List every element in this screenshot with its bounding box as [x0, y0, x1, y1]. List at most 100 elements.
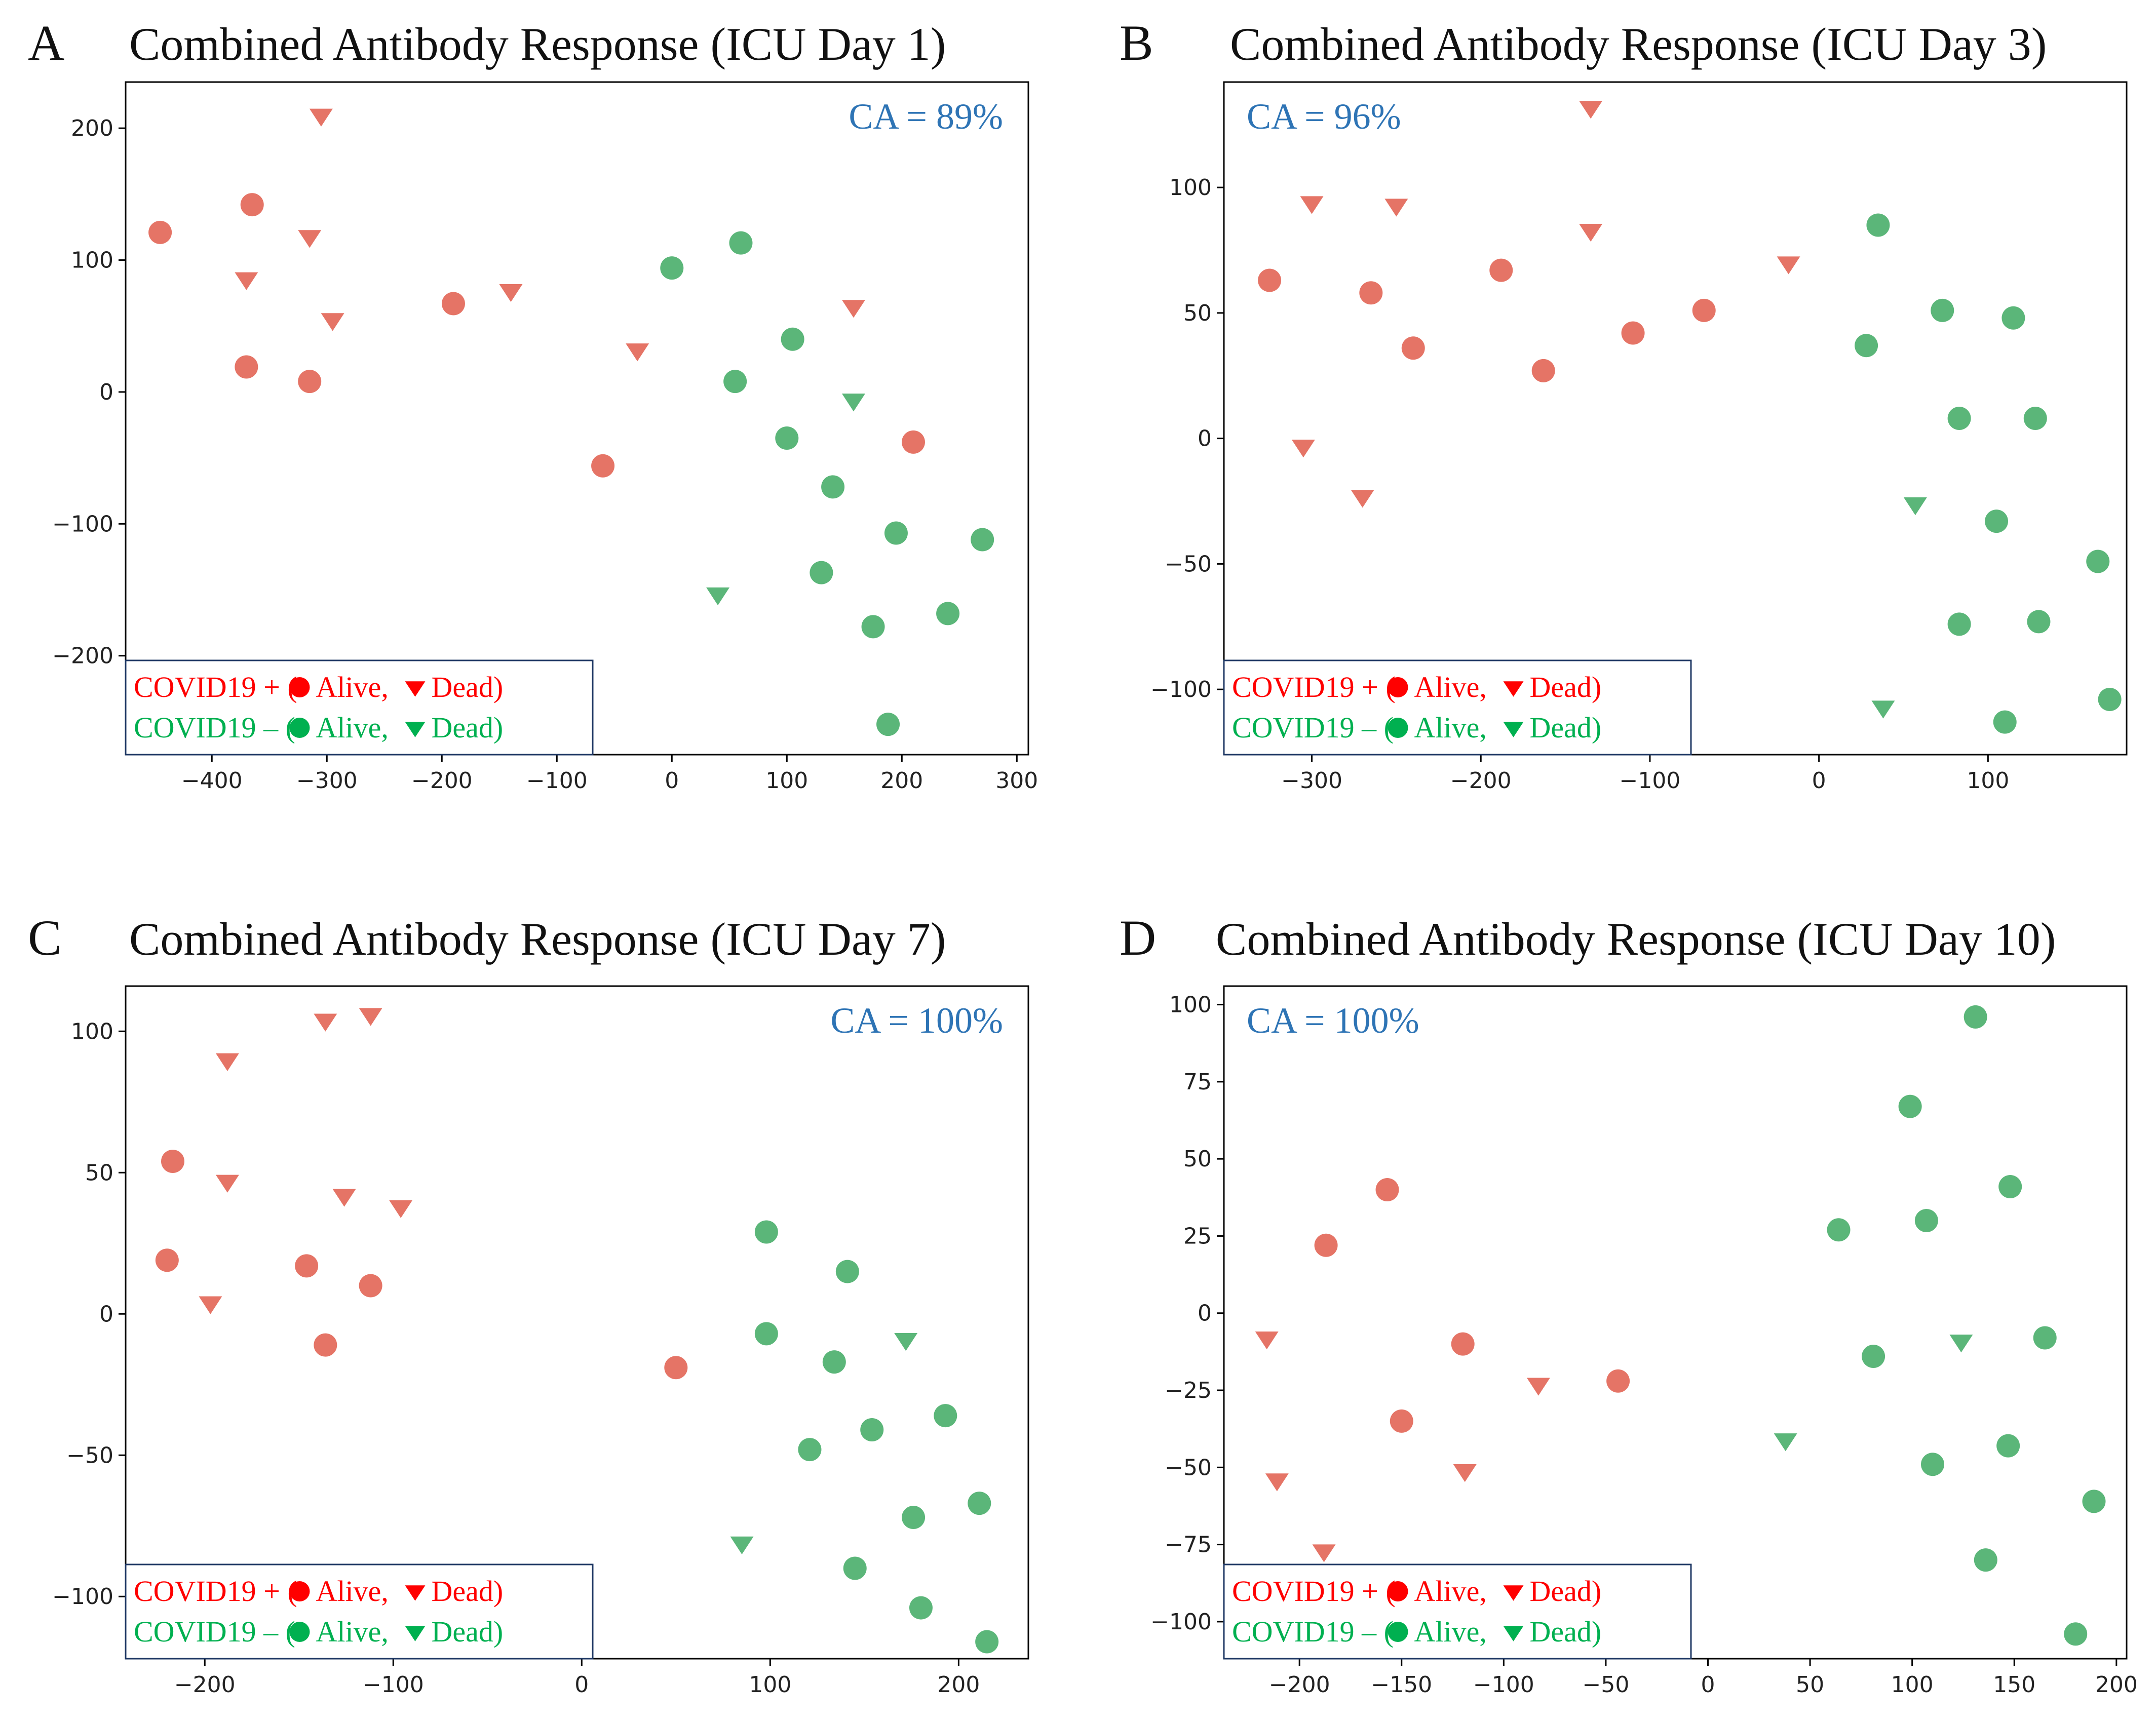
data-point-green-circle [1827, 1218, 1851, 1242]
legend-row-negative: COVID19 – (Alive, Dead) [134, 711, 503, 744]
data-point-red-circle [1692, 298, 1716, 322]
legend: COVID19 + (Alive, Dead) COVID19 – (Alive, D… [1223, 659, 1692, 756]
data-point-green-triangle [1903, 497, 1927, 516]
legend-prefix: COVID19 + ( [134, 1575, 297, 1608]
legend-circle-icon [289, 677, 310, 697]
data-point-red-triangle [1579, 101, 1603, 119]
y-tick-label: 0 [99, 1301, 113, 1327]
legend-alive: Alive, [1414, 1615, 1487, 1648]
legend-circle-icon [289, 1622, 310, 1642]
legend-dead: Dead) [1530, 711, 1602, 744]
data-point-red-triangle [359, 1008, 382, 1026]
x-tick-label: 150 [1993, 1672, 2035, 1698]
data-point-green-circle [1993, 710, 2017, 734]
y-tick-label: −75 [1165, 1532, 1212, 1558]
data-point-green-circle [822, 1350, 846, 1374]
data-point-green-circle [2027, 610, 2051, 634]
data-point-green-circle [781, 327, 804, 351]
y-tick-label: 50 [1183, 300, 1212, 326]
data-point-green-circle [1974, 1548, 1997, 1572]
classification-accuracy: CA = 100% [830, 1000, 1003, 1041]
legend-row-positive: COVID19 + (Alive, Dead) [1232, 671, 1601, 703]
legend-box [1223, 659, 1692, 756]
panel-a: A Combined Antibody Response (ICU Day 1) −… [28, 15, 1038, 794]
y-tick-label: 100 [71, 248, 113, 273]
y-tick-label: 0 [99, 379, 113, 405]
data-point-red-triangle [215, 1053, 239, 1071]
legend-prefix: COVID19 – ( [1232, 711, 1394, 744]
legend-prefix: COVID19 – ( [134, 1615, 295, 1648]
legend-triangle-icon [1503, 722, 1524, 737]
y-tick-label: 0 [1198, 1301, 1212, 1326]
legend-dead: Dead) [1530, 1575, 1602, 1608]
data-point-red-triangle [1453, 1464, 1477, 1482]
data-point-green-triangle [1871, 700, 1895, 719]
data-point-red-circle [295, 1254, 319, 1278]
y-tick-label: −200 [52, 643, 113, 669]
data-point-red-triangle [235, 272, 258, 290]
data-point-red-circle [1489, 258, 1513, 282]
y-tick-label: 100 [1169, 175, 1212, 201]
legend-box [125, 659, 594, 756]
legend-triangle-icon [405, 1626, 426, 1641]
data-point-red-triangle [1265, 1473, 1289, 1492]
data-point-green-circle [821, 475, 845, 499]
data-point-green-circle [2086, 550, 2110, 573]
legend-alive: Alive, [316, 1575, 389, 1608]
legend-box [125, 1563, 594, 1660]
data-point-green-circle [1996, 1434, 2020, 1458]
x-tick-label: −200 [174, 1672, 236, 1698]
x-tick-label: −300 [1281, 768, 1342, 794]
x-tick-label: 300 [995, 768, 1038, 794]
chart-title: Combined Antibody Response (ICU Day 10) [1216, 913, 2056, 965]
y-tick-label: −100 [52, 1584, 113, 1610]
legend-box [1223, 1563, 1692, 1660]
x-tick-label: −400 [181, 768, 243, 794]
data-point-green-circle [884, 521, 908, 545]
y-tick-label: −50 [1165, 1455, 1212, 1480]
data-point-red-circle [441, 292, 465, 316]
legend-row-negative: COVID19 – (Alive, Dead) [1232, 711, 1601, 744]
legend-row-positive: COVID19 + (Alive, Dead) [1232, 1575, 1601, 1608]
y-tick-label: 50 [85, 1160, 113, 1186]
data-point-red-triangle [1300, 196, 1324, 214]
data-point-green-triangle [1949, 1335, 1973, 1353]
legend-row-positive: COVID19 + ( Alive, Dead) [134, 1575, 503, 1608]
legend-circle-icon [1388, 677, 1408, 697]
x-tick-label: −300 [296, 768, 358, 794]
data-point-red-circle [1401, 336, 1425, 360]
x-tick-label: −100 [1473, 1672, 1534, 1698]
x-tick-label: 100 [1891, 1672, 1934, 1698]
legend-alive: Alive, [316, 671, 389, 703]
plot-frame [125, 81, 1029, 756]
data-point-red-circle [1375, 1178, 1399, 1202]
data-point-green-triangle [1774, 1433, 1797, 1452]
data-point-green-circle [754, 1322, 778, 1346]
panel-d: D Combined Antibody Response (ICU Day 10)… [1120, 910, 2138, 1698]
legend-triangle-icon [405, 722, 426, 737]
legend-alive: Alive, [316, 1615, 389, 1648]
data-point-red-triangle [841, 300, 865, 318]
legend-alive: Alive, [1414, 671, 1487, 703]
data-point-red-circle [359, 1274, 382, 1298]
data-point-green-circle [1947, 612, 1971, 636]
classification-accuracy: CA = 100% [1247, 1000, 1419, 1041]
data-point-green-triangle [706, 587, 730, 606]
data-point-red-triangle [1384, 199, 1408, 217]
data-point-red-circle [1531, 359, 1555, 382]
legend-row-negative: COVID19 – (Alive, Dead) [1232, 1615, 1601, 1648]
plot-frame [125, 985, 1029, 1660]
panel-c: C Combined Antibody Response (ICU Day 7) −… [28, 910, 1029, 1698]
data-point-green-circle [860, 1418, 884, 1442]
panel-letter: B [1120, 15, 1153, 71]
data-point-green-circle [1998, 1175, 2022, 1198]
data-point-green-circle [971, 528, 994, 552]
chart-title: Combined Antibody Response (ICU Day 1) [129, 18, 946, 70]
data-point-green-circle [754, 1220, 778, 1244]
data-point-red-circle [591, 454, 615, 478]
chart-title: Combined Antibody Response (ICU Day 7) [129, 913, 946, 965]
x-tick-label: −100 [526, 768, 588, 794]
data-point-green-circle [902, 1506, 926, 1530]
legend-dead: Dead) [432, 1575, 504, 1608]
y-tick-label: −100 [1150, 677, 1212, 702]
